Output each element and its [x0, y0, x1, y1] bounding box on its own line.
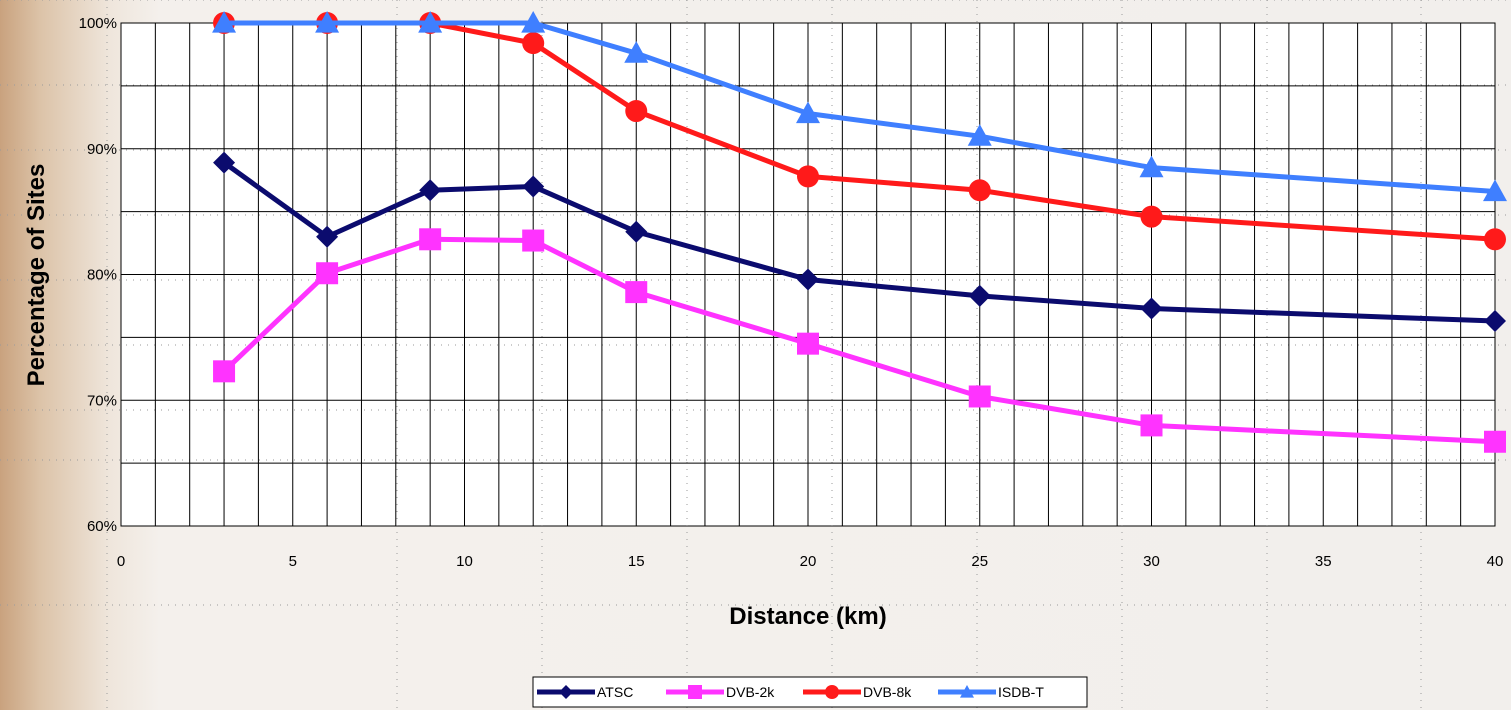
- y-axis-title: Percentage of Sites: [23, 164, 50, 387]
- series-layer: [212, 11, 1507, 453]
- data-point-atsc: [213, 151, 236, 174]
- data-point-dvb-8k: [522, 32, 545, 55]
- legend-marker-atsc: [559, 685, 573, 699]
- data-point-atsc: [419, 179, 442, 202]
- data-point-dvb-2k: [1140, 414, 1163, 437]
- data-point-isdb-t: [418, 11, 443, 33]
- legend-label-dvb-2k: DVB-2k: [726, 684, 775, 700]
- data-point-dvb-8k: [1140, 205, 1163, 228]
- legend-label-dvb-8k: DVB-8k: [863, 684, 912, 700]
- data-point-dvb-8k: [797, 165, 819, 188]
- data-point-dvb-2k: [1484, 430, 1506, 453]
- data-point-atsc: [1140, 297, 1163, 320]
- data-point-atsc: [797, 268, 819, 291]
- x-tick-label: 30: [1143, 553, 1160, 570]
- data-point-atsc: [625, 220, 648, 243]
- data-point-dvb-2k: [213, 360, 236, 383]
- data-point-dvb-2k: [522, 229, 545, 252]
- y-tick-label: 90%: [87, 141, 117, 158]
- y-tick-label: 100%: [79, 15, 117, 32]
- y-axis-ticks: 60% 70% 80% 90% 100%: [79, 15, 117, 535]
- data-point-isdb-t: [1139, 155, 1164, 178]
- data-point-dvb-2k: [316, 262, 339, 285]
- data-point-isdb-t: [624, 41, 649, 63]
- data-point-dvb-2k: [419, 228, 442, 251]
- data-point-isdb-t: [1483, 179, 1507, 202]
- data-point-isdb-t: [521, 11, 546, 33]
- x-axis-ticks: 0 5 10 15 20 25 30 35 40: [117, 553, 1504, 570]
- x-tick-label: 15: [628, 553, 645, 570]
- legend-marker-isdb-t: [960, 685, 974, 698]
- legend-marker-dvb-8k: [825, 685, 839, 699]
- data-point-isdb-t: [796, 101, 820, 124]
- data-point-atsc: [1484, 310, 1506, 333]
- x-tick-label: 25: [971, 553, 988, 570]
- x-axis-title: Distance (km): [729, 603, 886, 630]
- y-tick-label: 60%: [87, 518, 117, 535]
- x-tick-label: 10: [456, 553, 473, 570]
- data-point-isdb-t: [967, 124, 992, 146]
- data-point-dvb-8k: [1484, 228, 1506, 251]
- legend: ATSC DVB-2k DVB-8k ISDB-T: [532, 676, 1088, 708]
- series-atsc: [213, 151, 1506, 333]
- x-tick-label: 40: [1487, 553, 1504, 570]
- x-tick-label: 0: [117, 553, 125, 570]
- x-tick-label: 35: [1315, 553, 1332, 570]
- data-point-dvb-8k: [968, 179, 991, 202]
- data-point-isdb-t: [212, 11, 237, 33]
- data-point-dvb-2k: [797, 332, 819, 355]
- legend-label-isdb-t: ISDB-T: [998, 684, 1044, 700]
- data-point-dvb-2k: [625, 281, 648, 304]
- y-tick-label: 80%: [87, 267, 117, 284]
- y-tick-label: 70%: [87, 392, 117, 409]
- data-point-dvb-8k: [625, 100, 648, 123]
- x-tick-label: 20: [800, 553, 817, 570]
- legend-marker-dvb-2k: [688, 685, 702, 699]
- series-isdb-t: [212, 11, 1507, 202]
- data-point-dvb-2k: [968, 385, 991, 408]
- data-point-atsc: [316, 225, 339, 248]
- plot-grid: [121, 23, 1495, 526]
- data-point-isdb-t: [315, 11, 340, 33]
- data-point-atsc: [522, 175, 545, 198]
- x-tick-label: 5: [289, 553, 297, 570]
- series-dvb-2k: [213, 228, 1506, 453]
- data-point-atsc: [968, 284, 991, 307]
- legend-label-atsc: ATSC: [597, 684, 633, 700]
